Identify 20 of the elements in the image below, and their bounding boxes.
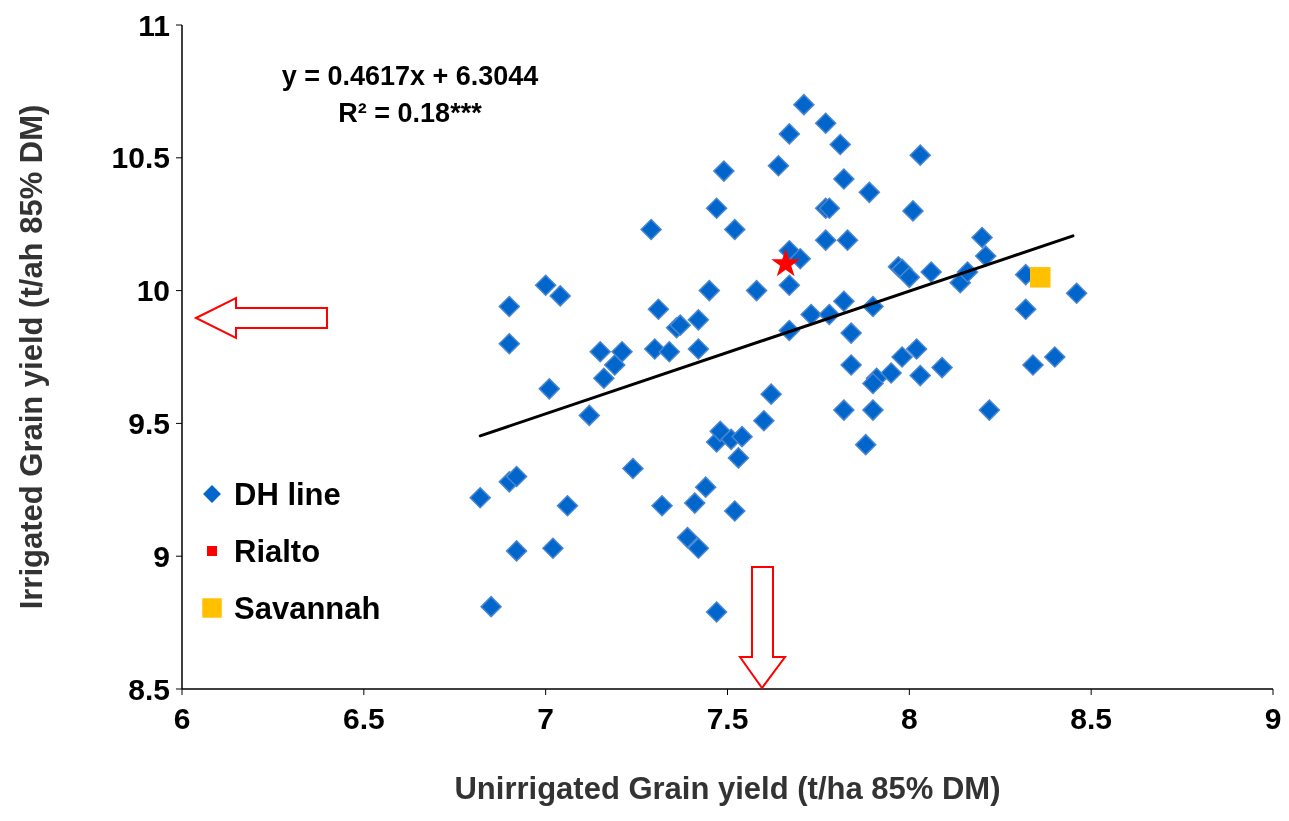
y-tick-label: 9.5 (128, 406, 170, 440)
x-tick-label: 8 (900, 702, 918, 735)
y-axis-title: Irrigated Grain yield (t/ah 85% DM) (14, 104, 49, 610)
x-tick-label: 7.5 (706, 702, 749, 735)
annotation: y = 0.4617x + 6.3044 (281, 61, 539, 91)
legend-label: Rialto (234, 533, 321, 569)
legend-label: DH line (234, 476, 341, 512)
x-axis-title: Unirrigated Grain yield (t/ha 85% DM) (454, 771, 1001, 806)
x-tick-label: 6 (173, 702, 191, 735)
y-tick-label: 10 (136, 274, 170, 308)
y-tick-label: 9 (153, 539, 170, 573)
y-tick-label: 8.5 (128, 672, 170, 706)
legend-label: Savannah (234, 590, 381, 626)
x-tick-label: 9 (1264, 702, 1282, 735)
y-tick-label: 11 (138, 8, 170, 42)
x-tick-label: 6.5 (342, 702, 385, 735)
annotation: R² = 0.18*** (338, 98, 483, 128)
x-tick-label: 8.5 (1070, 702, 1113, 735)
x-tick-label: 7 (537, 702, 555, 735)
y-tick-label: 10.5 (111, 141, 170, 175)
